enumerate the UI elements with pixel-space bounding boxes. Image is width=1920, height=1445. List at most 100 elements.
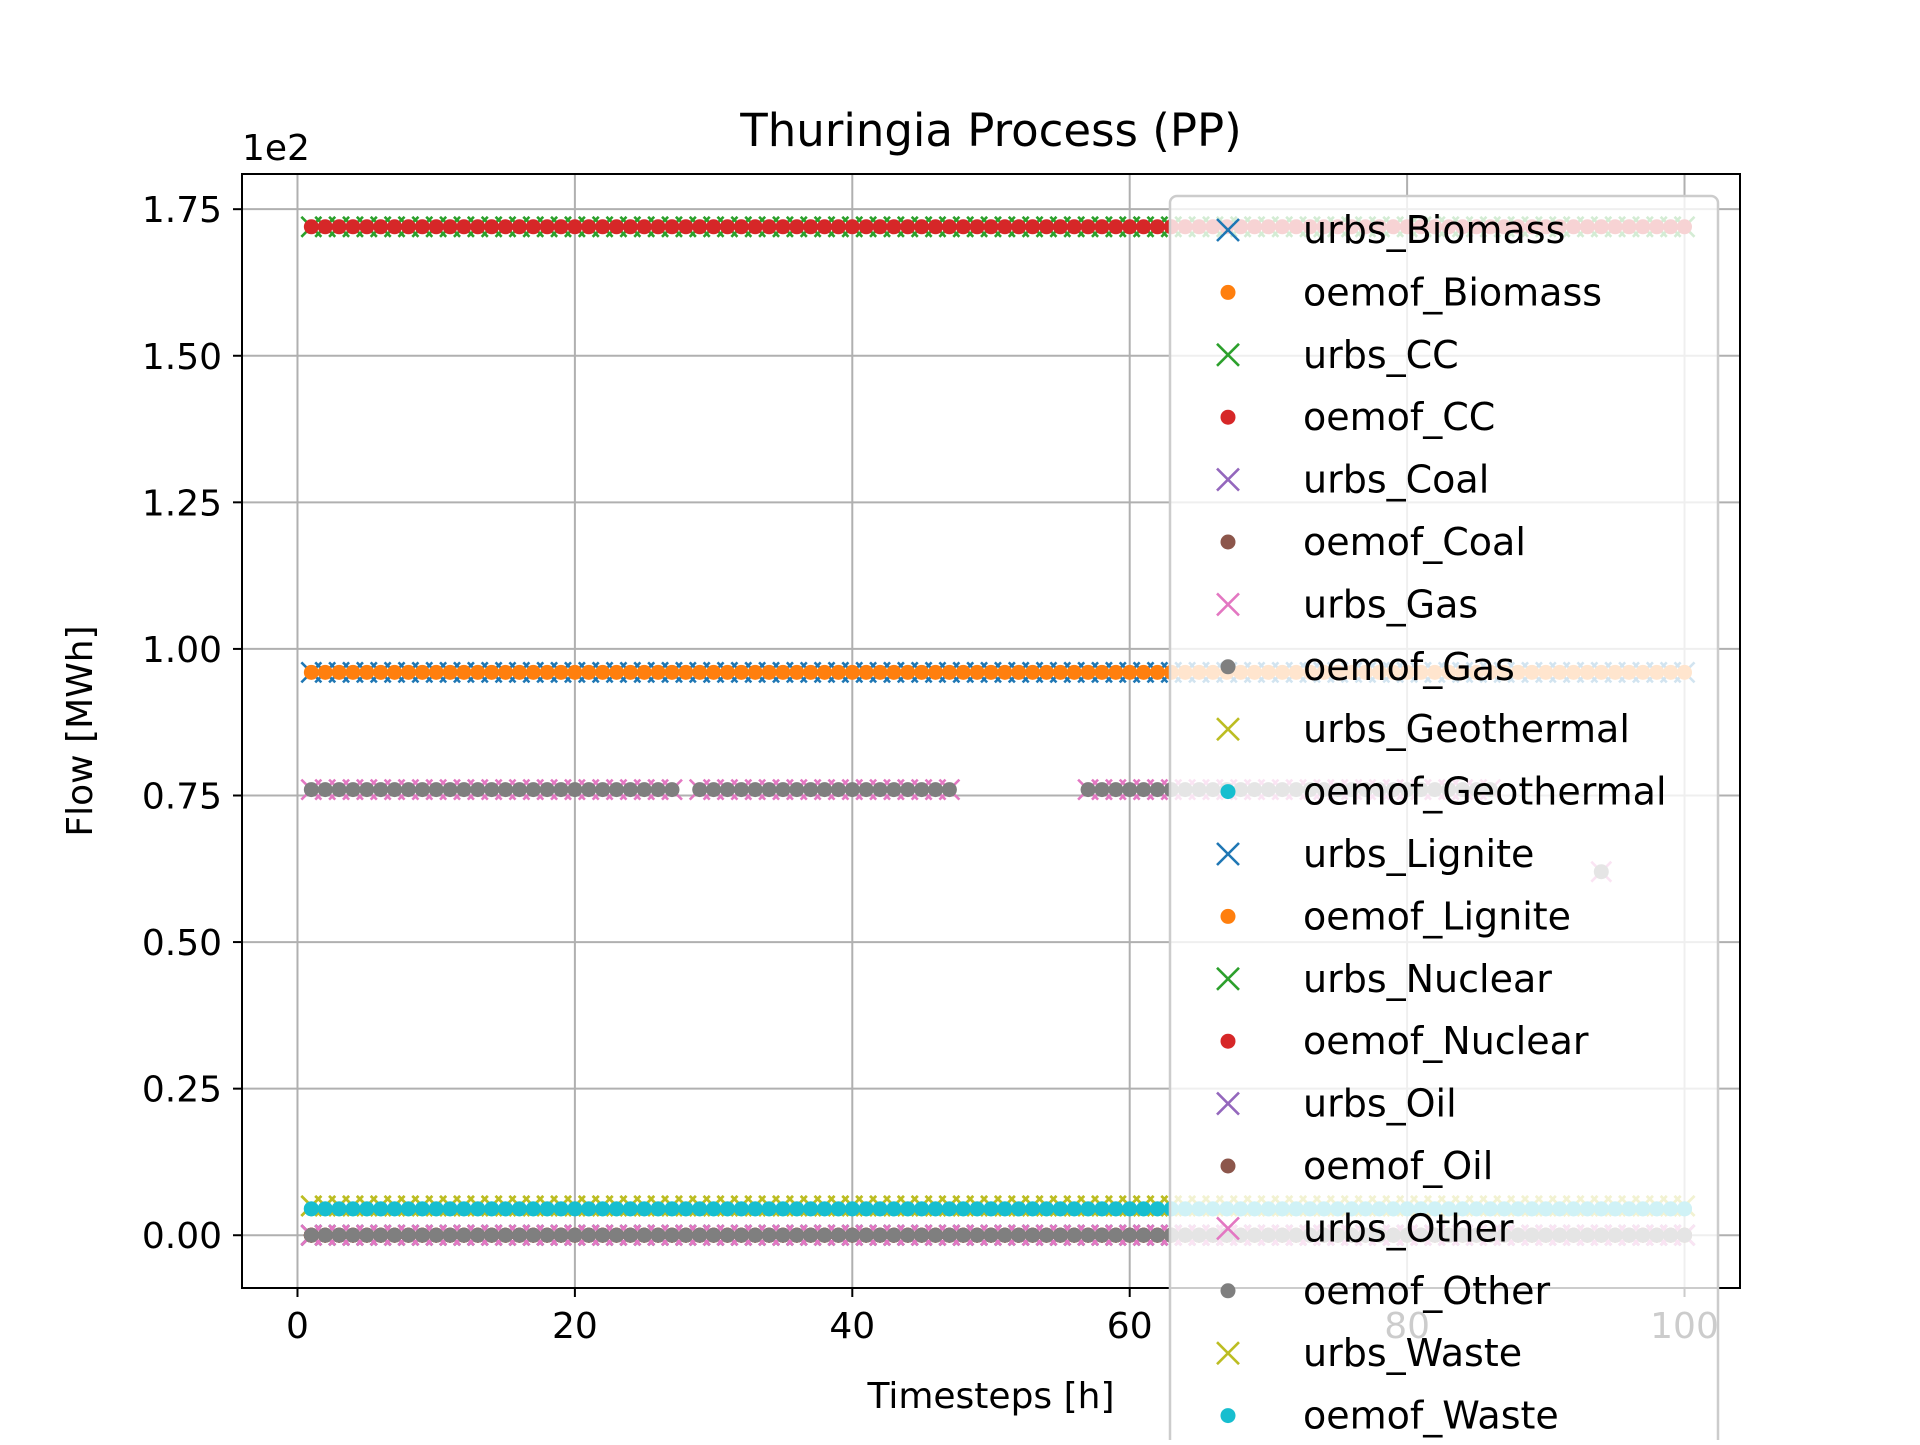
legend-item: oemof_Nuclear [1220, 1019, 1589, 1063]
dot-marker-point [706, 664, 722, 680]
dot-marker-point [886, 664, 902, 680]
legend-dot-marker [1220, 409, 1236, 425]
dot-marker-point [345, 1201, 361, 1217]
dot-marker-point [387, 219, 403, 235]
dot-marker-point [747, 782, 763, 798]
dot-marker-point [914, 1201, 930, 1217]
legend-item: oemof_Other [1220, 1269, 1551, 1313]
dot-marker-point [928, 1227, 944, 1243]
dot-marker-point [539, 664, 555, 680]
dot-marker-point [456, 219, 472, 235]
dot-marker-point [872, 664, 888, 680]
dot-marker-point [983, 1201, 999, 1217]
dot-marker-point [664, 1201, 680, 1217]
dot-marker-point [941, 782, 957, 798]
dot-marker-point [1108, 219, 1124, 235]
legend-box [1168, 194, 1720, 1445]
legend-x-marker [1216, 218, 1240, 242]
dot-marker-point [928, 219, 944, 235]
dot-marker-point [622, 1227, 638, 1243]
dot-marker-point [400, 664, 416, 680]
dot-marker-point [456, 1227, 472, 1243]
dot-marker-point [303, 782, 319, 798]
dot-marker-point [706, 219, 722, 235]
dot-marker-point [581, 664, 597, 680]
dot-marker-point [1080, 782, 1096, 798]
legend-x-marker [1216, 717, 1240, 742]
dot-marker-point [1136, 219, 1152, 235]
legend-label: urbs_Waste [1303, 1331, 1522, 1375]
dot-marker-point [928, 782, 944, 798]
dot-marker-point [622, 1201, 638, 1217]
dot-marker-point [706, 1201, 722, 1217]
dot-marker-point [678, 1227, 694, 1243]
dot-marker-point [484, 782, 500, 798]
dot-marker-point [733, 219, 749, 235]
y-tick-label: 0.25 [142, 1070, 222, 1111]
dot-marker-point [331, 1227, 347, 1243]
dot-marker-point [428, 782, 444, 798]
dot-marker-point [345, 782, 361, 798]
dot-marker-point [775, 219, 791, 235]
dot-marker-point [733, 664, 749, 680]
dot-marker-point [997, 1227, 1013, 1243]
dot-marker-point [650, 1227, 666, 1243]
dot-marker-point [941, 664, 957, 680]
dot-marker-point [498, 664, 514, 680]
dot-marker-point [595, 1227, 611, 1243]
dot-marker-point [719, 219, 735, 235]
legend-item: oemof_Coal [1220, 520, 1526, 564]
dot-marker-point [678, 219, 694, 235]
y-tick-label: 0.75 [142, 776, 222, 817]
legend-item: oemof_CC [1220, 395, 1495, 439]
dot-marker-point [914, 1227, 930, 1243]
dot-marker-point [692, 1201, 708, 1217]
dot-marker-point [664, 1227, 680, 1243]
dot-marker-point [928, 664, 944, 680]
dot-marker-point [498, 219, 514, 235]
dot-marker-point [775, 664, 791, 680]
dot-marker-point [359, 782, 375, 798]
dot-marker-point [1080, 664, 1096, 680]
legend-x-marker [1216, 467, 1240, 492]
dot-marker-point [525, 782, 541, 798]
dot-marker-point [719, 1227, 735, 1243]
dot-marker-point [484, 1227, 500, 1243]
dot-marker-point [317, 1227, 333, 1243]
dot-marker-point [886, 1227, 902, 1243]
dot-marker-point [1136, 664, 1152, 680]
dot-marker-point [414, 782, 430, 798]
legend-dot-marker [1220, 908, 1236, 924]
dot-marker-point [650, 782, 666, 798]
legend-item: urbs_CC [1216, 333, 1459, 377]
dot-marker-point [622, 664, 638, 680]
dot-marker-point [373, 219, 389, 235]
dot-marker-point [830, 782, 846, 798]
dot-marker-point [858, 782, 874, 798]
dot-marker-point [636, 664, 652, 680]
dot-marker-point [817, 219, 833, 235]
dot-marker-point [553, 219, 569, 235]
dot-marker-point [844, 782, 860, 798]
legend-dot-marker [1220, 1408, 1236, 1424]
legend-label: oemof_Coal [1303, 520, 1526, 564]
legend-label: urbs_Nuclear [1303, 957, 1552, 1001]
dot-marker-point [761, 1227, 777, 1243]
dot-marker-point [359, 664, 375, 680]
dot-marker-point [1080, 219, 1096, 235]
dot-marker-point [1108, 1201, 1124, 1217]
dot-marker-point [955, 219, 971, 235]
dot-marker-point [872, 1201, 888, 1217]
x-tick-label: 0 [286, 1306, 309, 1347]
dot-marker-point [830, 1201, 846, 1217]
dot-marker-point [1122, 1227, 1138, 1243]
dot-marker-point [511, 219, 527, 235]
dot-marker-point [1066, 1227, 1082, 1243]
dot-marker-point [1080, 1227, 1096, 1243]
dot-marker-point [1149, 1227, 1165, 1243]
dot-marker-point [303, 1227, 319, 1243]
dot-marker-point [470, 782, 486, 798]
dot-marker-point [498, 1227, 514, 1243]
dot-marker-point [983, 219, 999, 235]
